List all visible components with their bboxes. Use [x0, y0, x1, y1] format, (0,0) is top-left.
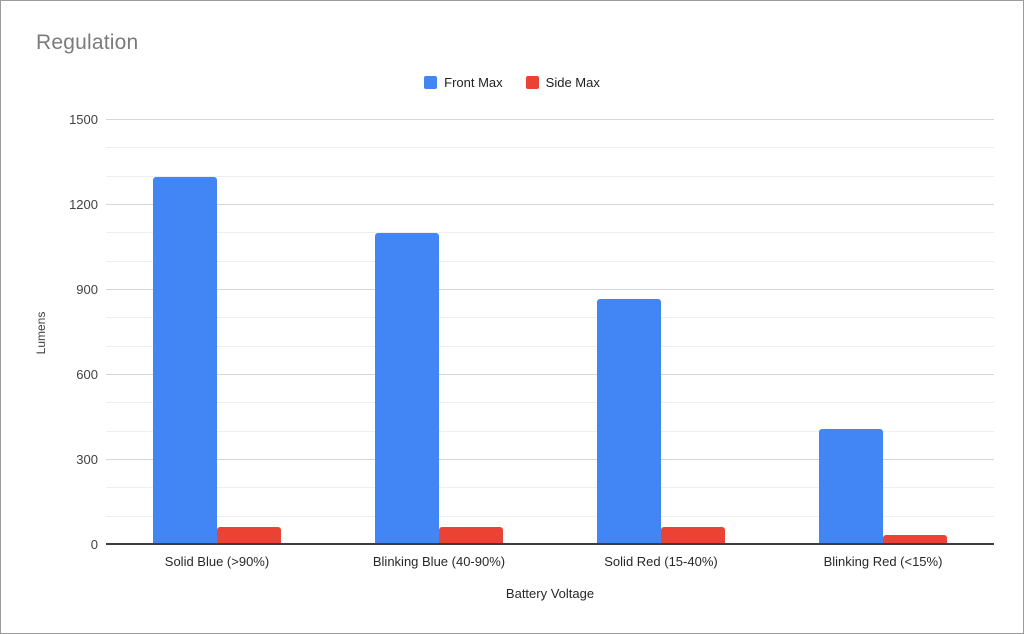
y-tick-label: 900: [76, 282, 98, 297]
gridline-major: [106, 119, 994, 120]
y-axis-title: Lumens: [34, 311, 48, 355]
legend-label: Front Max: [444, 75, 503, 90]
gridline-minor: [106, 515, 994, 517]
legend-item-front-max: Front Max: [424, 75, 503, 90]
chart-title: Regulation: [36, 31, 139, 54]
x-axis-line: [106, 543, 994, 545]
legend-swatch-icon: [424, 76, 438, 89]
bar-front-max-2: [597, 298, 661, 545]
bar-front-max-3: [819, 428, 883, 545]
bar-side-max-0: [217, 526, 281, 545]
bar-front-max-0: [153, 176, 217, 545]
bar-side-max-1: [439, 526, 503, 545]
bar-side-max-2: [661, 526, 725, 545]
bar-side-max-3: [883, 535, 947, 545]
x-tick-label: Solid Red (15-40%): [604, 554, 718, 569]
legend: Front Max Side Max: [1, 75, 1023, 90]
legend-item-side-max: Side Max: [525, 75, 600, 90]
y-tick-label: 1500: [69, 112, 98, 127]
plot-area: [106, 119, 994, 545]
x-tick-label: Solid Blue (>90%): [164, 554, 270, 569]
gridline-minor: [106, 402, 994, 404]
gridline-major: [106, 374, 994, 375]
gridline-minor: [106, 345, 994, 347]
bar-front-max-1: [375, 233, 439, 545]
gridline-minor: [106, 232, 994, 234]
gridline-minor: [106, 175, 994, 177]
gridline-major: [106, 459, 994, 460]
gridline-major: [106, 289, 994, 290]
y-tick-label: 600: [76, 367, 98, 382]
gridline-minor: [106, 487, 994, 489]
legend-swatch-icon: [525, 76, 539, 89]
x-tick-label: Blinking Red (<15%): [823, 554, 943, 569]
y-tick-label: 300: [76, 452, 98, 467]
gridline-minor: [106, 430, 994, 432]
gridline-minor: [106, 147, 994, 149]
y-tick-label: 1200: [69, 197, 98, 212]
gridline-minor: [106, 317, 994, 319]
legend-label: Side Max: [545, 75, 600, 90]
y-tick-label: 0: [90, 537, 98, 552]
gridline-minor: [106, 260, 994, 262]
x-tick-label: Blinking Blue (40-90%): [372, 554, 506, 569]
x-axis-title: Battery Voltage: [505, 586, 595, 601]
gridline-major: [106, 204, 994, 205]
